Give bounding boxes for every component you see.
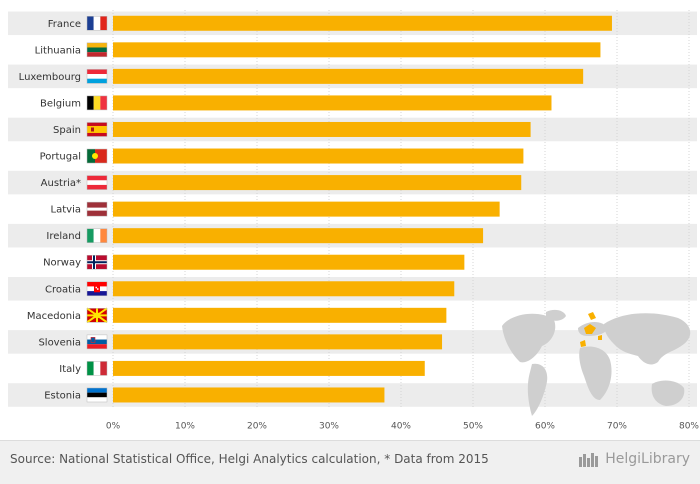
latvia-flag-icon bbox=[86, 201, 108, 217]
spain-flag-icon bbox=[86, 122, 108, 137]
luxembourg-flag-icon bbox=[86, 69, 108, 84]
source-text: Source: National Statistical Office, Hel… bbox=[10, 452, 489, 466]
bars bbox=[113, 15, 612, 403]
category-label: Austria* bbox=[41, 178, 81, 189]
x-tick-label: 30% bbox=[319, 421, 339, 431]
library-icon bbox=[579, 453, 599, 467]
world-map-icon bbox=[502, 309, 691, 416]
x-tick-label: 0% bbox=[106, 421, 121, 431]
flags bbox=[86, 16, 108, 403]
brand-logo[interactable]: HelgiLibrary bbox=[578, 451, 690, 467]
slovenia-flag-icon bbox=[86, 334, 108, 350]
x-tick-label: 60% bbox=[535, 421, 555, 431]
bar-latvia bbox=[113, 201, 500, 217]
x-tick-label: 70% bbox=[607, 421, 627, 431]
italy-flag-icon bbox=[86, 361, 108, 376]
category-label: Latvia bbox=[51, 205, 81, 216]
macedonia-flag-icon bbox=[86, 307, 108, 324]
brand-name: HelgiLibrary bbox=[605, 451, 690, 467]
category-label: Slovenia bbox=[38, 337, 81, 348]
category-label: Macedonia bbox=[27, 311, 81, 322]
bar-norway bbox=[113, 254, 465, 270]
portugal-flag-icon bbox=[86, 148, 108, 164]
category-label: Lithuania bbox=[35, 45, 81, 56]
x-tick-label: 50% bbox=[463, 421, 483, 431]
x-tick-label: 10% bbox=[175, 421, 195, 431]
bar-france bbox=[113, 15, 612, 31]
x-tick-label: 80% bbox=[679, 421, 699, 431]
footer: Source: National Statistical Office, Hel… bbox=[0, 440, 700, 484]
france-flag-icon bbox=[86, 16, 108, 31]
bar-spain bbox=[113, 121, 531, 137]
bar-austria bbox=[113, 175, 522, 191]
bar-luxembourg bbox=[113, 68, 584, 84]
bar-slovenia bbox=[113, 334, 443, 350]
bar-portugal bbox=[113, 148, 524, 164]
category-label: Luxembourg bbox=[19, 72, 81, 83]
category-label: Norway bbox=[43, 258, 81, 269]
category-label: Croatia bbox=[45, 284, 81, 295]
bar-macedonia bbox=[113, 307, 447, 323]
austria-flag-icon bbox=[86, 175, 108, 190]
bar-croatia bbox=[113, 281, 455, 297]
lithuania-flag-icon bbox=[86, 42, 108, 58]
bar-lithuania bbox=[113, 42, 601, 58]
bar-italy bbox=[113, 360, 425, 376]
category-label: Italy bbox=[59, 364, 81, 375]
category-label: Estonia bbox=[44, 390, 81, 401]
belgium-flag-icon bbox=[86, 95, 108, 111]
croatia-flag-icon bbox=[86, 281, 108, 297]
category-label: Portugal bbox=[40, 152, 81, 163]
bar-estonia bbox=[113, 387, 385, 403]
category-label: France bbox=[48, 19, 81, 30]
category-label: Belgium bbox=[40, 98, 81, 109]
category-labels: France Lithuania Luxembourg Belgium Spain Por… bbox=[19, 19, 81, 402]
bar-belgium bbox=[113, 95, 552, 111]
bar-ireland bbox=[113, 228, 484, 244]
ireland-flag-icon bbox=[86, 228, 108, 243]
estonia-flag-icon bbox=[86, 387, 108, 403]
x-axis-ticks: 0% 10% 20% 30% 40% 50% 60% 70% 80% bbox=[106, 421, 700, 431]
x-tick-label: 40% bbox=[391, 421, 411, 431]
bar-chart: France Lithuania Luxembourg Belgium Spain Por… bbox=[8, 10, 700, 431]
norway-flag-icon bbox=[86, 254, 108, 270]
category-label: Ireland bbox=[46, 231, 81, 242]
category-label: Spain bbox=[53, 125, 81, 136]
x-tick-label: 20% bbox=[247, 421, 267, 431]
